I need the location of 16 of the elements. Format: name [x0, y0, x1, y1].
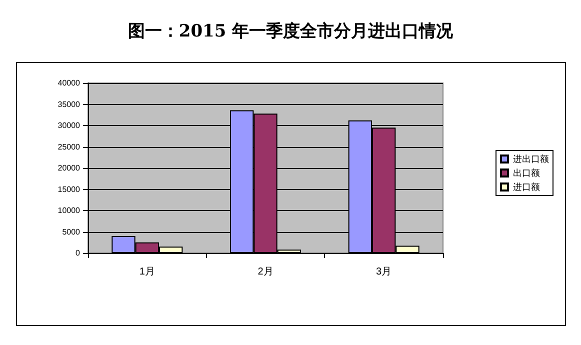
- y-tick-label: 30000: [58, 121, 81, 130]
- chart-title: 图一：2015 年一季度全市分月进出口情况: [128, 22, 454, 42]
- y-tick-label: 40000: [58, 78, 81, 88]
- y-tick-label: 0: [76, 248, 81, 258]
- legend-label: 进口额: [513, 182, 540, 192]
- y-tick-label: 10000: [58, 206, 81, 215]
- y-tick-label: 20000: [58, 164, 81, 172]
- y-tick-label: 35000: [58, 100, 81, 109]
- x-tick-label: 3月: [376, 266, 392, 278]
- x-tick-label: 1月: [139, 266, 155, 278]
- y-tick-label: 15000: [58, 184, 81, 194]
- legend-label: 出口额: [513, 168, 540, 178]
- y-tick-label: 5000: [62, 227, 81, 236]
- x-tick-label: 2月: [258, 266, 274, 278]
- y-tick-label: 25000: [58, 142, 81, 152]
- legend-label: 进出口额: [513, 154, 549, 164]
